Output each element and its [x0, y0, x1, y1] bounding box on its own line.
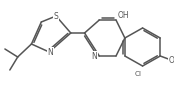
Text: N: N [47, 48, 53, 57]
Text: S: S [54, 11, 58, 20]
Text: O: O [168, 56, 174, 65]
Text: OH: OH [118, 10, 130, 20]
Text: Cl: Cl [134, 71, 141, 77]
Text: N: N [92, 51, 97, 60]
